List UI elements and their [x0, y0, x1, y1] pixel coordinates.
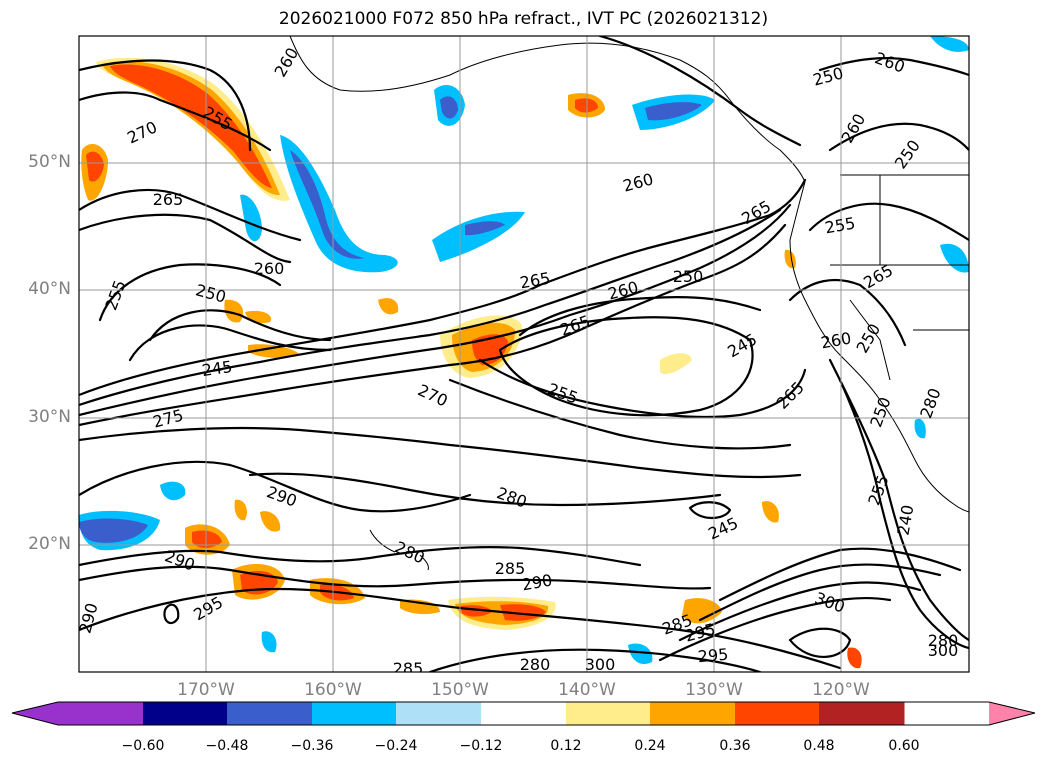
contour-label: 280	[494, 483, 529, 511]
colorbar-tick-label: −0.36	[290, 738, 334, 754]
contour-label: 260	[621, 169, 655, 195]
contour-label: 285	[495, 559, 526, 578]
contour-label: 265	[153, 190, 184, 209]
latitude-label: 40°N	[28, 279, 71, 299]
graticule	[79, 36, 969, 672]
colorbar-tick-label: −0.12	[459, 738, 503, 754]
contour-label: 260	[819, 328, 852, 352]
contour-label: 270	[415, 380, 451, 410]
contour-label: 245	[724, 330, 760, 362]
colorbar-segment	[735, 702, 820, 725]
longitude-label: 170°W	[177, 680, 235, 700]
colorbar-segment	[58, 702, 144, 725]
contour-label: 300	[812, 588, 847, 616]
colorbar-segment	[481, 702, 567, 725]
latitude-label: 50°N	[28, 152, 71, 172]
contour-label: 260	[872, 48, 907, 76]
colorbar-segment	[819, 702, 905, 725]
contour-label: 265	[518, 268, 551, 292]
contour-label: 270	[124, 117, 160, 147]
latitude-label: 20°N	[28, 534, 71, 554]
contour-label: 255	[864, 473, 892, 508]
contour-label: 280	[520, 655, 551, 674]
contour-label: 250	[866, 395, 894, 430]
colorbar	[11, 701, 1036, 726]
colorbar-tick-label: 0.24	[634, 738, 666, 754]
contour-label: 250	[194, 280, 228, 306]
contour-label: 300	[585, 655, 616, 674]
contour-label: 285	[393, 659, 424, 678]
contour-label: 290	[75, 601, 101, 635]
contour-label: 245	[201, 357, 234, 380]
contour-label: 250	[673, 267, 704, 286]
longitude-label: 160°W	[304, 680, 362, 700]
colorbar-tick-label: −0.48	[205, 738, 249, 754]
contour-label: 280	[916, 386, 944, 421]
contour-label: 280	[928, 631, 959, 650]
colorbar-tick-label: 0.12	[550, 738, 582, 754]
colorbar-segment	[566, 702, 651, 725]
contour-label: 290	[520, 570, 553, 594]
colorbar-tick-label: 0.48	[803, 738, 835, 754]
longitude-label: 130°W	[685, 680, 743, 700]
colorbar-tick-label: −0.24	[374, 738, 418, 754]
shading-layer	[79, 36, 969, 669]
contour-label: 260	[838, 110, 870, 146]
colorbar-segment	[396, 702, 482, 725]
colorbar-extend-max	[989, 702, 1035, 725]
contour-label: 265	[773, 378, 808, 413]
longitude-label: 140°W	[558, 680, 616, 700]
contour-label: 255	[823, 213, 856, 237]
colorbar-tick-label: 0.36	[719, 738, 751, 754]
contour-label: 250	[891, 136, 924, 172]
colorbar-segment	[143, 702, 228, 725]
contour-label: 260	[254, 259, 285, 278]
longitude-label: 120°W	[812, 680, 870, 700]
longitude-label: 150°W	[431, 680, 489, 700]
map-title: 2026021000 F072 850 hPa refract., IVT PC…	[278, 9, 769, 29]
contour-label: 295	[697, 645, 729, 667]
colorbar-tick-label: −0.60	[121, 738, 165, 754]
contour-label: 240	[893, 503, 917, 536]
colorbar-segment	[312, 702, 397, 725]
contour-label: 250	[811, 63, 845, 89]
contour-label: 275	[151, 405, 185, 431]
coastline-layer	[289, 36, 969, 571]
latitude-label: 30°N	[28, 407, 71, 427]
colorbar-extend-min	[12, 702, 58, 725]
colorbar-segment	[650, 702, 736, 725]
contour-label: 255	[101, 278, 129, 313]
contour-label: 250	[853, 320, 885, 356]
contour-label: 290	[264, 482, 299, 510]
map-frame	[78, 35, 970, 673]
contour-label: 280	[392, 537, 428, 567]
colorbar-segment	[227, 702, 313, 725]
contour-layer	[79, 36, 969, 672]
colorbar-tick-label: 0.60	[888, 738, 920, 754]
contour-label: 255	[545, 379, 580, 407]
contour-label: 300	[928, 641, 959, 660]
contour-label: 260	[271, 44, 303, 80]
